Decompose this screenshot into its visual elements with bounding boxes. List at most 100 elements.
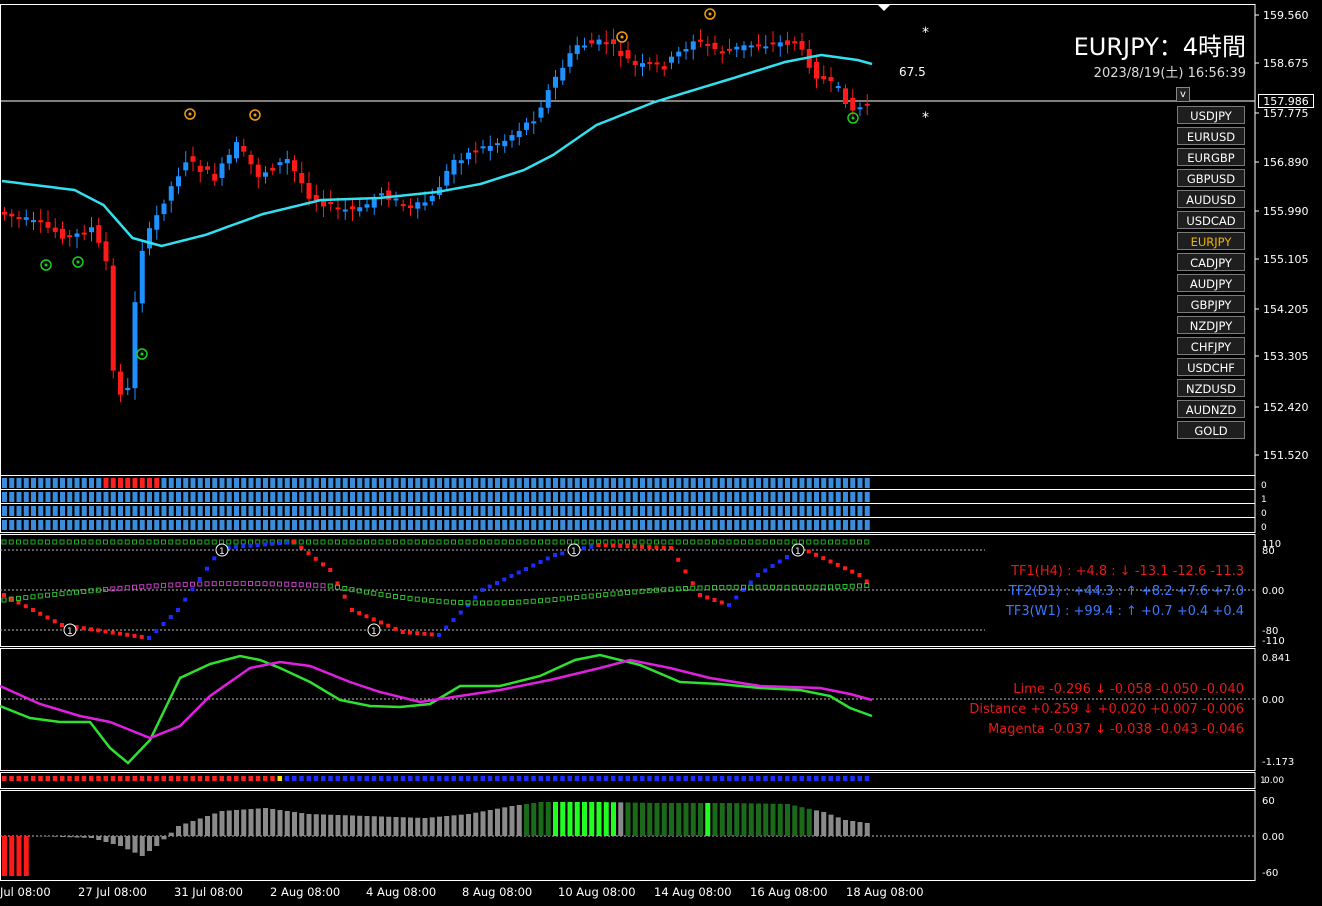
- strip-cell: [698, 520, 703, 530]
- strip-cell: [589, 520, 595, 530]
- strip-cell: [110, 492, 116, 502]
- symbol-button-audnzd[interactable]: AUDNZD: [1177, 400, 1245, 418]
- lime-line: [0, 653, 873, 765]
- symbol-button-nzdusd[interactable]: NZDUSD: [1177, 379, 1245, 397]
- strip-cell: [524, 520, 529, 530]
- strip-cell: [161, 520, 167, 530]
- symbol-menu-toggle[interactable]: v: [1176, 87, 1190, 102]
- price-axis-label: 155.990: [1263, 205, 1309, 218]
- signal-dot: [342, 776, 348, 781]
- strip-cell: [379, 492, 384, 502]
- strip-cell: [89, 492, 94, 502]
- tf-info-line-2: TF2(D1) : +44.3 : ↑ +8.2 +7.6 +7.0: [1008, 584, 1244, 599]
- histogram-bar: [821, 812, 827, 836]
- strip-cell: [357, 492, 363, 502]
- tf1-dot: [103, 629, 108, 634]
- strip-cell: [799, 520, 805, 530]
- strip-cell: [45, 506, 51, 516]
- symbol-button-usdchf[interactable]: USDCHF: [1177, 358, 1245, 376]
- signal-dot: [864, 776, 870, 781]
- signal-dot: [408, 776, 413, 781]
- tf1-dot: [661, 545, 666, 550]
- histogram-bar: [538, 802, 544, 836]
- strip-cell: [857, 492, 863, 502]
- tf2-dot: [23, 595, 29, 601]
- strip-cell: [531, 492, 537, 502]
- candle-body: [139, 250, 145, 304]
- tf2-dot: [1, 597, 7, 603]
- tf2-dot: [784, 584, 790, 590]
- histogram-bar: [321, 814, 326, 836]
- tf1-dot: [2, 593, 6, 597]
- symbol-button-gbpusd[interactable]: GBPUSD: [1177, 169, 1245, 187]
- tf1-dot: [241, 544, 246, 549]
- tf1-dot: [379, 620, 383, 625]
- histogram-bar: [589, 802, 595, 836]
- symbol-button-gold[interactable]: GOLD: [1177, 421, 1245, 439]
- strip-cell: [734, 478, 740, 488]
- candle-body: [154, 215, 160, 230]
- strip-cell: [763, 520, 769, 530]
- candle-body: [553, 76, 558, 88]
- candle-body: [212, 173, 218, 181]
- candle-body: [161, 203, 167, 215]
- time-axis-label: 8 Aug 08:00: [462, 885, 532, 899]
- symbol-button-chfjpy[interactable]: CHFJPY: [1177, 337, 1245, 355]
- symbol-button-usdjpy[interactable]: USDJPY: [1177, 106, 1245, 124]
- signal-dot: [350, 776, 355, 781]
- tf-axis-label: -110: [1262, 636, 1285, 647]
- tf-top-marker: [146, 539, 152, 545]
- histogram-bar: [292, 812, 297, 836]
- strip-cell: [335, 478, 341, 488]
- price-axis-label: 159.560: [1263, 9, 1309, 22]
- strip-cell: [96, 492, 102, 502]
- symbol-button-gbpjpy[interactable]: GBPJPY: [1177, 295, 1245, 313]
- tf-top-marker: [842, 539, 848, 545]
- candle-body: [864, 103, 870, 106]
- tf1-dot: [31, 608, 35, 612]
- tf-marker-icon: [63, 623, 77, 637]
- strip-cell: [495, 520, 500, 530]
- histogram-bar: [415, 817, 421, 836]
- tf2-dot: [501, 600, 507, 606]
- tf2-dot: [45, 592, 50, 598]
- strip-cell: [255, 478, 261, 488]
- signal-dot: [422, 776, 427, 781]
- tf-top-marker: [509, 539, 514, 545]
- signal-dot: [799, 776, 804, 781]
- strip-cell: [161, 506, 167, 516]
- histogram-bar: [357, 815, 363, 836]
- tf-top-marker: [857, 539, 862, 545]
- strip-cell: [292, 520, 297, 530]
- histogram-bar: [574, 802, 580, 836]
- symbol-button-eurjpy[interactable]: EURJPY: [1177, 232, 1245, 250]
- symbol-button-cadjpy[interactable]: CADJPY: [1177, 253, 1245, 271]
- strip-cell: [727, 506, 732, 516]
- symbol-button-nzdjpy[interactable]: NZDJPY: [1177, 316, 1245, 334]
- strip-cell: [567, 492, 573, 502]
- strip-cell: [785, 506, 790, 516]
- tf-top-marker: [741, 539, 746, 545]
- signal-dot: [393, 776, 398, 781]
- histogram-bar: [284, 811, 290, 836]
- histogram-bar: [444, 816, 450, 836]
- symbol-button-audjpy[interactable]: AUDJPY: [1177, 274, 1245, 292]
- strip-cell: [669, 506, 674, 516]
- current-price-label: 157.986: [1258, 94, 1314, 108]
- symbol-button-audusd[interactable]: AUDUSD: [1177, 190, 1245, 208]
- symbol-button-usdcad[interactable]: USDCAD: [1177, 211, 1245, 229]
- histogram-bar: [741, 803, 747, 836]
- candle-body: [509, 135, 515, 141]
- symbol-button-eurgbp[interactable]: EURGBP: [1177, 148, 1245, 166]
- histogram-bar: [502, 807, 508, 836]
- tf2-dot: [182, 581, 188, 587]
- signal-dot: [219, 776, 224, 781]
- tf1-dot: [52, 619, 57, 624]
- star-marker: *: [922, 25, 929, 41]
- strip-cell: [748, 492, 754, 502]
- tf-top-marker: [371, 539, 377, 545]
- symbol-button-eurusd[interactable]: EURUSD: [1177, 127, 1245, 145]
- tf1-dot: [335, 581, 340, 586]
- strip-cell: [429, 520, 435, 530]
